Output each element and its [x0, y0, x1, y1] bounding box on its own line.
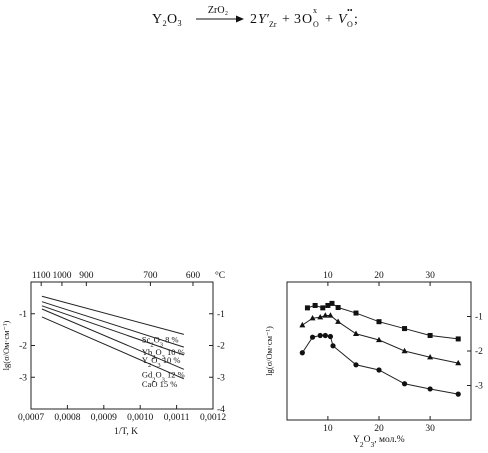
- series-line-4: [41, 316, 185, 380]
- square-marker: [402, 326, 408, 332]
- circle-marker: [376, 367, 382, 373]
- x-tick-label: 20: [374, 424, 384, 434]
- x-tick-label: 0,0012: [200, 413, 226, 423]
- x-tick-label: 0,0011: [164, 413, 190, 423]
- triangle-marker: [335, 318, 342, 324]
- triangle-marker: [317, 313, 324, 320]
- equation-term-1: Y′: [258, 12, 270, 27]
- triangle-marker: [401, 347, 408, 354]
- composition-chart-svg: 10 20 30 10 20 30 -3 -2 -1 Y2O3, мол.% lg(σ/Ом·см⁻…: [264, 271, 483, 449]
- top-x-tick-label: 1100: [32, 271, 51, 281]
- top-x-tick-label: 30: [425, 271, 435, 281]
- equation-plus-1: +: [282, 12, 290, 27]
- square-marker: [455, 336, 461, 342]
- equation-trailing: ;: [354, 12, 358, 27]
- square-marker: [376, 319, 382, 325]
- y-tick-label-right: -3: [475, 382, 483, 392]
- triangle-marker: [322, 312, 329, 318]
- top-x-tick-label: 900: [79, 271, 94, 281]
- square-marker: [304, 305, 310, 311]
- circle-marker: [309, 334, 316, 340]
- equation-coef-2: 3: [294, 12, 301, 27]
- triangle-marker: [353, 330, 359, 336]
- arrhenius-chart: 0,0007 0,0008 0,0009 0,0010 0,0011 0,0012 1100…: [0, 262, 240, 448]
- equation-plus-2: +: [325, 12, 333, 27]
- equation-term-2-sup: x: [313, 6, 317, 15]
- series-label-2: Y2O3 10 %: [142, 355, 181, 369]
- y-tick-label-left: -3: [19, 373, 27, 383]
- y-axis-title: lg(σ/Ом·см⁻¹): [1, 320, 11, 370]
- x-tick-label: 0,0008: [54, 413, 80, 423]
- square-marker: [312, 302, 318, 308]
- circle-marker: [353, 362, 359, 368]
- square-marker: [320, 305, 326, 311]
- arrhenius-chart-svg: 0,0007 0,0008 0,0009 0,0010 0,0011 0,0012 1100…: [1, 270, 226, 437]
- series-line-0: [307, 302, 459, 340]
- x-tick-label: 10: [323, 424, 333, 434]
- equation-term-1-sub: Zr: [269, 20, 277, 29]
- equation-term-3: V: [338, 12, 348, 27]
- top-x-tick-label: 700: [143, 271, 158, 281]
- series-line-1: [41, 301, 185, 348]
- x-tick-label: 0,0007: [18, 413, 44, 423]
- y-axis-title: lg(σ/Ом·см⁻¹): [264, 326, 274, 376]
- equation-term-3-sup: ••: [347, 6, 353, 15]
- square-marker: [427, 332, 433, 338]
- x-tick-label: 0,0010: [127, 413, 153, 423]
- circle-marker: [299, 350, 305, 356]
- circle-marker: [322, 332, 328, 339]
- equation-coef-1: 2: [250, 12, 257, 27]
- circle-marker: [317, 332, 323, 339]
- circle-marker: [327, 333, 334, 340]
- y-tick-label-right: -1: [475, 313, 483, 323]
- series-label-4: CaO 15 %: [142, 379, 177, 389]
- series-line-0: [41, 295, 185, 335]
- triangle-marker: [427, 354, 434, 360]
- top-x-tick-label: 20: [374, 271, 384, 281]
- plot-frame: [286, 281, 472, 421]
- square-marker: [325, 302, 331, 308]
- equation-arrow-label: ZrO₂: [208, 5, 228, 16]
- series-label-3: Gd2O3 12 %: [142, 369, 185, 383]
- circle-marker: [330, 343, 336, 349]
- equation-term-3-sub: O: [347, 20, 353, 29]
- square-marker: [329, 300, 335, 306]
- equation-term-2: O: [302, 12, 312, 27]
- series-line-2: [301, 334, 459, 395]
- y-tick-label-left: -2: [19, 342, 27, 352]
- x-axis-title: Y2O3, мол.%: [353, 435, 405, 448]
- y-tick-label-right: -1: [217, 310, 225, 320]
- top-x-tick-label: 10: [323, 271, 333, 281]
- top-axis-unit: °C: [215, 270, 225, 281]
- x-axis-title: 1/T, K: [114, 427, 138, 437]
- defect-equation: Y₂O₃ ZrO₂ 2 Y′ Zr + 3 O O x + V O •• ;: [150, 2, 390, 32]
- equation-term-2-sub: O: [313, 20, 319, 29]
- triangle-marker: [327, 312, 334, 318]
- top-x-tick-label: 600: [186, 271, 201, 281]
- y-tick-label-right: -2: [475, 347, 483, 357]
- series-line-2: [41, 305, 185, 356]
- equation-reactant: Y₂O₃: [152, 12, 182, 27]
- square-marker: [353, 310, 359, 316]
- triangle-marker: [299, 321, 306, 328]
- y-tick-label-right: -2: [217, 342, 225, 352]
- y-tick-label-right: -3: [217, 373, 225, 383]
- x-tick-label: 30: [425, 424, 435, 434]
- y-tick-label-right: -4: [217, 405, 225, 415]
- series-label-0: Sc2O3 8 %: [142, 334, 179, 348]
- square-marker: [335, 305, 341, 311]
- circle-marker: [427, 386, 433, 392]
- circle-marker: [401, 381, 408, 387]
- triangle-marker: [309, 315, 316, 321]
- series-line-3: [41, 308, 185, 370]
- circle-marker: [455, 391, 461, 397]
- composition-chart: 10 20 30 10 20 30 -3 -2 -1 Y2O3, мол.% lg(σ/Ом·см⁻…: [258, 262, 488, 449]
- equation-arrowhead: [236, 15, 244, 23]
- top-x-tick-label: 1000: [52, 271, 71, 281]
- x-tick-label: 0,0009: [91, 413, 117, 423]
- triangle-marker: [376, 336, 382, 343]
- y-tick-label-left: -1: [19, 310, 27, 320]
- triangle-marker: [455, 359, 462, 366]
